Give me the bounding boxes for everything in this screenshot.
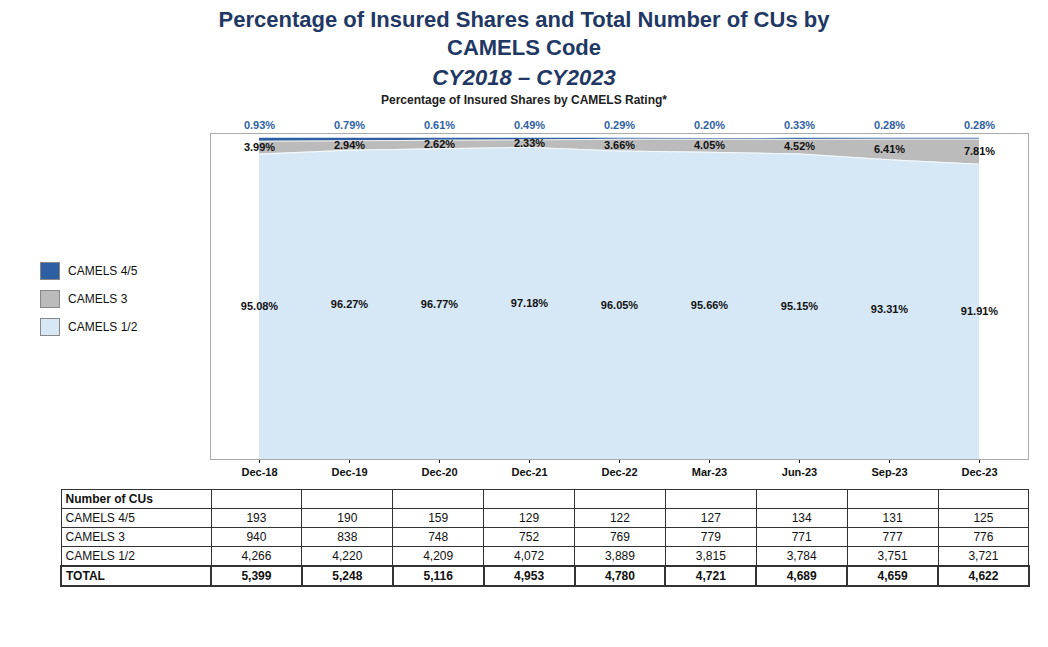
html-text:838: 838 [337,530,358,544]
html-text:4,689: 4,689 [786,569,817,583]
svg-text:0.28%: 0.28% [964,119,995,131]
svg-text:0.33%: 0.33% [784,119,815,131]
html-text:4,659: 4,659 [877,569,908,583]
html-text:190: 190 [337,511,358,525]
svg-text:3.66%: 3.66% [604,139,635,151]
html-text:TOTAL: TOTAL [66,569,105,583]
html-text:159: 159 [428,511,449,525]
html-text:4,209: 4,209 [423,549,454,563]
svg-text:4.05%: 4.05% [694,139,725,151]
svg-text:0.49%: 0.49% [514,119,545,131]
html-text:779: 779 [700,530,721,544]
html-text:3,815: 3,815 [695,549,726,563]
svg-text:95.15%: 95.15% [781,300,819,312]
html-text:4,266: 4,266 [241,549,272,563]
html-text:CAMELS 4/5: CAMELS 4/5 [68,264,138,278]
svg-text:Jun-23: Jun-23 [782,466,817,478]
html-text:Percentage of Insured Shares b: Percentage of Insured Shares by CAMELS R… [381,93,667,108]
svg-text:4.52%: 4.52% [784,140,815,152]
svg-text:Mar-23: Mar-23 [692,466,727,478]
svg-text:Dec-21: Dec-21 [511,466,547,478]
svg-text:Dec-20: Dec-20 [421,466,457,478]
html-text:940: 940 [246,530,267,544]
svg-text:2.33%: 2.33% [514,137,545,149]
html-text:125: 125 [973,511,994,525]
svg-text:96.27%: 96.27% [331,298,369,310]
svg-text:0.29%: 0.29% [604,119,635,131]
html-text:193: 193 [246,511,267,525]
html-text:134: 134 [791,511,812,525]
html-text:3,751: 3,751 [877,549,908,563]
html-text:Number of CUs: Number of CUs [65,492,153,506]
html-text:5,248: 5,248 [332,569,363,583]
svg-text:97.18%: 97.18% [511,297,549,309]
html-text:122: 122 [609,511,630,525]
svg-text:0.61%: 0.61% [424,119,455,131]
html-text:4,721: 4,721 [695,569,726,583]
html-text:CY2018 – CY2023: CY2018 – CY2023 [432,65,616,90]
html-text:748: 748 [428,530,449,544]
html-text:129: 129 [519,511,540,525]
svg-text:7.81%: 7.81% [964,145,995,157]
html-text:752: 752 [519,530,540,544]
svg-text:96.05%: 96.05% [601,299,639,311]
html-text:4,622: 4,622 [968,569,999,583]
html-text:777: 777 [882,530,903,544]
svg-text:2.94%: 2.94% [334,139,365,151]
svg-text:96.77%: 96.77% [421,298,459,310]
html-text:CAMELS 1/2: CAMELS 1/2 [65,549,135,563]
svg-text:Sep-23: Sep-23 [871,466,907,478]
svg-text:0.79%: 0.79% [334,119,365,131]
html-text:CAMELS 3: CAMELS 3 [68,292,128,306]
svg-text:93.31%: 93.31% [871,303,909,315]
html-text:3,784: 3,784 [786,549,817,563]
html-text:131: 131 [882,511,903,525]
svg-text:0.28%: 0.28% [874,119,905,131]
html-text:5,399: 5,399 [241,569,272,583]
html-text:776: 776 [973,530,994,544]
html-text:CAMELS 3: CAMELS 3 [65,530,125,544]
svg-text:0.93%: 0.93% [244,119,275,131]
svg-text:2.62%: 2.62% [424,138,455,150]
svg-text:Dec-18: Dec-18 [241,466,277,478]
svg-text:6.41%: 6.41% [874,143,905,155]
html-text:5,116: 5,116 [423,569,453,583]
html-text:4,220: 4,220 [332,549,363,563]
html-text:769: 769 [609,530,630,544]
svg-text:Dec-19: Dec-19 [331,466,367,478]
html-text:3,889: 3,889 [604,549,635,563]
svg-text:95.08%: 95.08% [241,300,279,312]
html-text:3,721: 3,721 [968,549,999,563]
html-text:771: 771 [791,530,812,544]
svg-text:3.99%: 3.99% [244,141,275,153]
html-text:CAMELS 1/2: CAMELS 1/2 [68,320,138,334]
svg-text:95.66%: 95.66% [691,299,729,311]
svg-text:Dec-23: Dec-23 [961,466,997,478]
html-text:CAMELS 4/5: CAMELS 4/5 [65,511,135,525]
html-text:4,780: 4,780 [604,569,635,583]
svg-text:Dec-22: Dec-22 [601,466,637,478]
svg-text:91.91%: 91.91% [961,305,999,317]
html-text:127: 127 [700,511,721,525]
svg-text:0.20%: 0.20% [694,119,725,131]
html-text:4,072: 4,072 [514,549,545,563]
html-text:4,953: 4,953 [514,569,545,583]
html-text:Percentage of Insured Shares a: Percentage of Insured Shares and Total N… [218,7,830,60]
